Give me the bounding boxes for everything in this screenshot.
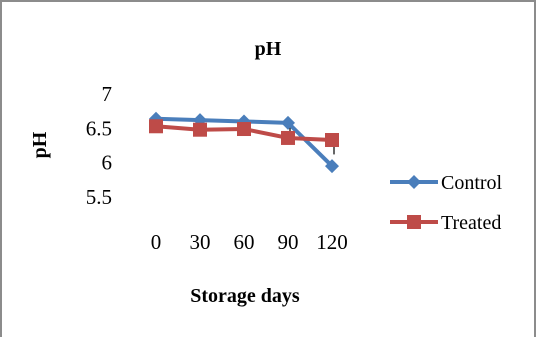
legend-marker-treated [407,215,421,229]
plot-area: 7 6.5 6 5.5 0 30 60 90 120 [86,82,348,254]
x-tick-label: 90 [278,230,299,254]
data-point-treated [237,122,251,137]
legend: Control Treated [390,172,503,234]
x-axis-label: Storage days [190,285,300,307]
data-point-control [281,115,295,130]
data-point-treated [149,119,163,134]
data-point-treated [325,133,339,148]
legend-label-control: Control [441,172,503,194]
chart-title: pH [255,38,282,60]
legend-label-treated: Treated [441,212,501,234]
y-tick-label: 5.5 [86,185,112,209]
y-tick-label: 6 [102,151,113,175]
x-tick-label: 30 [190,230,211,254]
data-point-treated [281,130,295,145]
y-axis-label: pH [29,131,51,158]
x-tick-label: 120 [316,230,348,254]
x-tick-label: 60 [234,230,255,254]
y-tick-label: 7 [102,82,113,106]
legend-marker-control [407,175,421,189]
x-tick-label: 0 [151,230,162,254]
y-tick-label: 6.5 [86,116,112,140]
data-point-treated [193,122,207,137]
data-point-control [325,159,339,174]
